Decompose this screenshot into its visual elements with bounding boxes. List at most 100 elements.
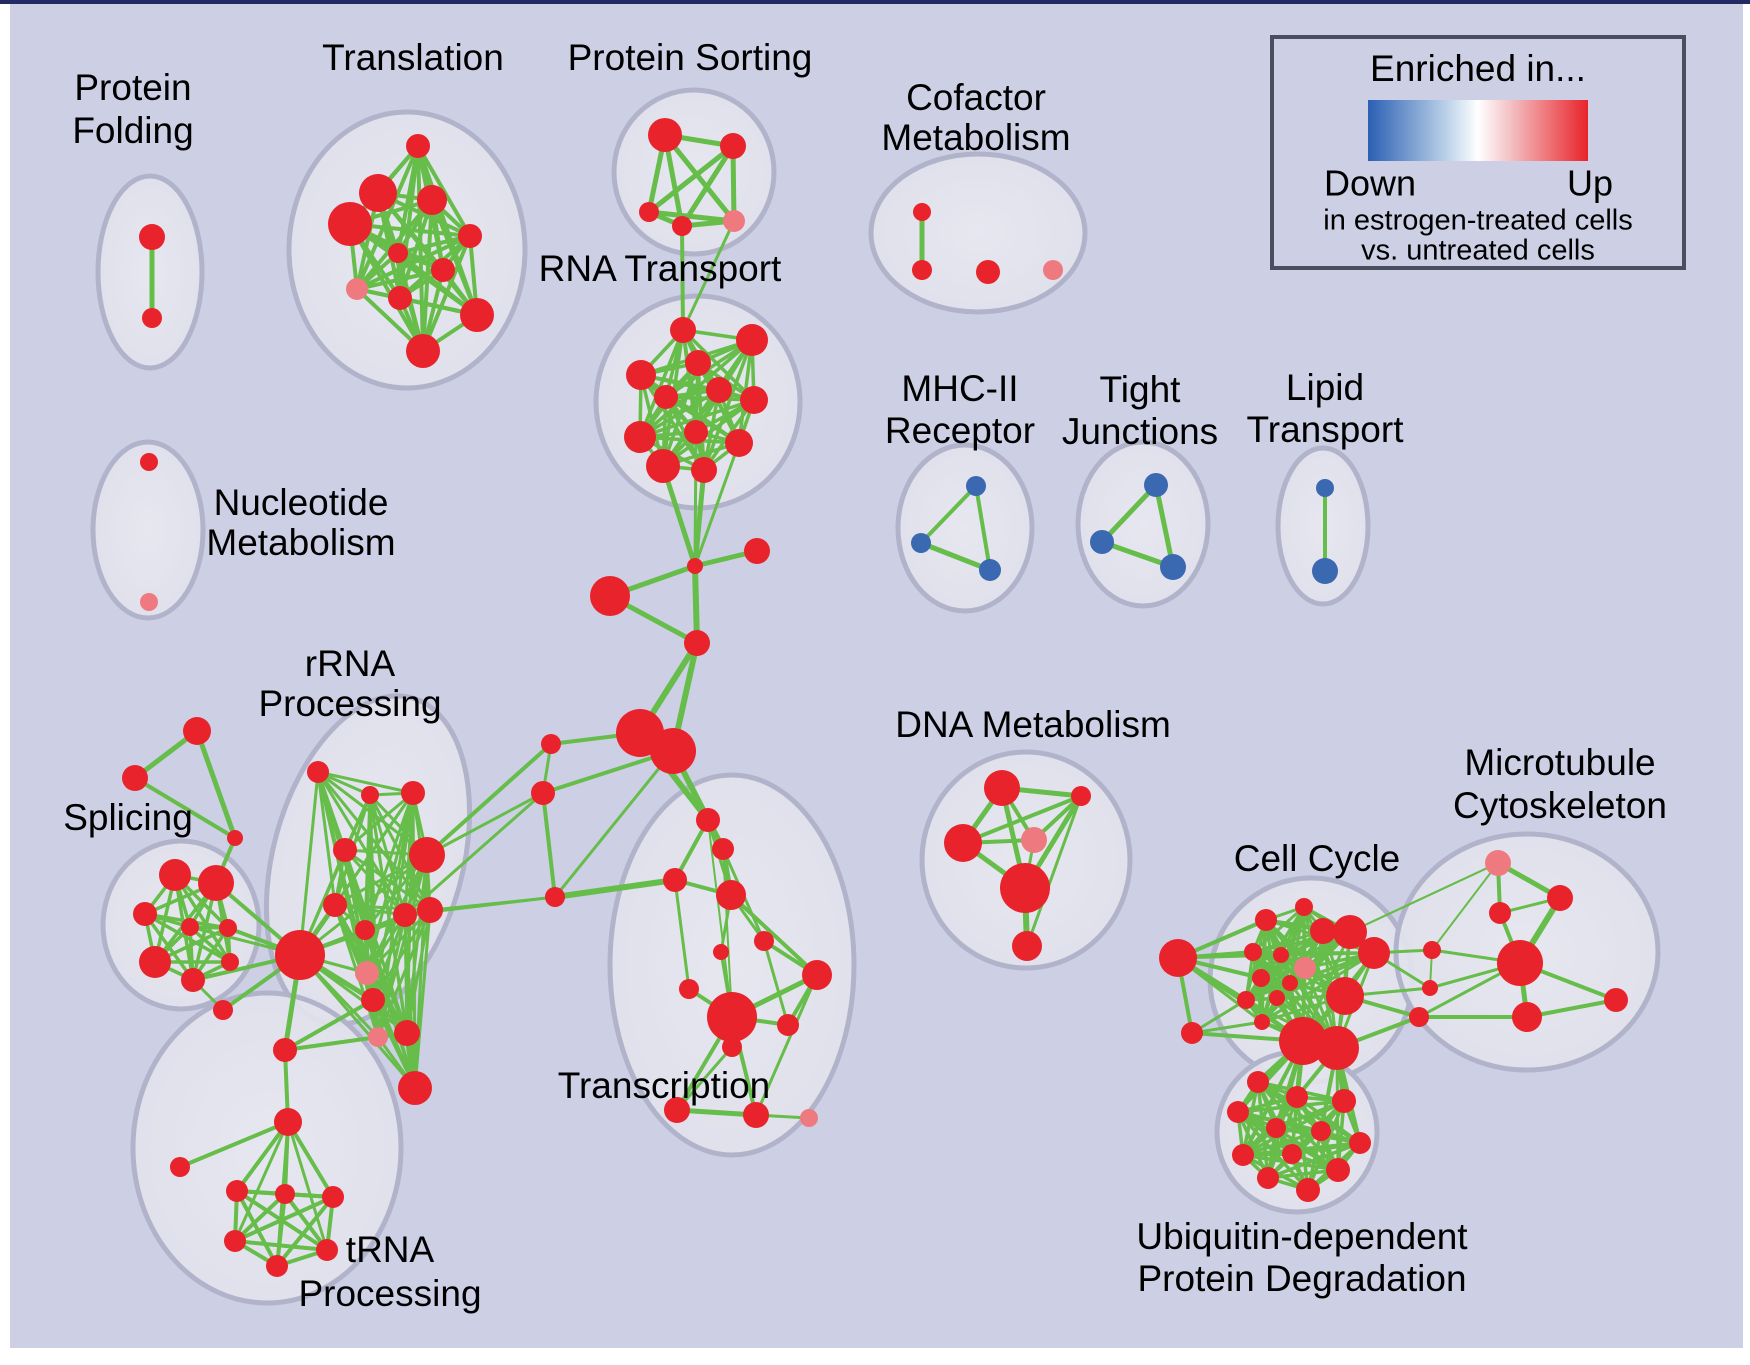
- rrna-processing-edge: [413, 908, 432, 1090]
- rrna-processing-edge: [343, 791, 415, 852]
- cofactor-metabolism-label: Cofactor: [906, 77, 1046, 118]
- transcription-node: [802, 960, 832, 990]
- transcription-edge: [722, 848, 733, 1018]
- ubiquitin-degradation-node: [1349, 1132, 1371, 1154]
- translation-node: [388, 243, 408, 263]
- translation-label: Translation: [322, 37, 504, 78]
- rrna-processing-node: [398, 1071, 432, 1105]
- transcription-node: [707, 992, 757, 1042]
- rna-transport-node: [736, 324, 768, 356]
- trna-processing-label: tRNA: [346, 1229, 435, 1270]
- lipid-transport-node: [1312, 558, 1338, 584]
- translation-edge: [348, 222, 425, 353]
- transcription-node: [664, 1097, 690, 1123]
- rna-transport-label: RNA Transport: [539, 248, 782, 289]
- legend-gradient-bar: [1368, 100, 1588, 161]
- transcription-node: [713, 944, 729, 960]
- splicing-node: [181, 918, 199, 936]
- splicing-satellites-edge: [133, 776, 237, 840]
- nucleotide-metabolism-node: [140, 593, 158, 611]
- cell-cycle-node: [1326, 977, 1364, 1015]
- transcription-edge: [674, 1107, 759, 1118]
- trna-processing-node: [273, 1038, 297, 1062]
- connector-chain-node: [744, 538, 770, 564]
- dna-metabolism-edge: [961, 794, 1083, 845]
- tight-junctions-node: [1144, 473, 1168, 497]
- mhc-ii-receptor-ellipse: [895, 442, 1035, 614]
- trna-processing-edge: [286, 1120, 329, 1252]
- protein-sorting-label: Protein Sorting: [568, 37, 813, 78]
- trna-processing-node: [274, 1108, 302, 1136]
- splicing-edge: [173, 873, 232, 964]
- trna-processing-edge: [235, 1120, 290, 1193]
- legend-caption-line1: in estrogen-treated cells: [1323, 205, 1633, 237]
- translation-node: [417, 185, 447, 215]
- rna-transport-node: [684, 420, 708, 444]
- cell-cycle-node: [1294, 957, 1316, 979]
- lipid-transport-label: Transport: [1247, 409, 1405, 450]
- trna-processing-node: [224, 1230, 246, 1252]
- trna-processing-edge: [235, 1189, 279, 1268]
- cell-cycle-node: [1181, 1022, 1203, 1044]
- connector-chain-node: [590, 576, 630, 616]
- tight-junctions-node: [1090, 530, 1114, 554]
- dna-metabolism-node: [1000, 863, 1050, 913]
- transcription-node: [712, 838, 734, 860]
- inter-cluster-edge: [425, 791, 545, 857]
- transcription-node: [754, 931, 774, 951]
- inter-cluster-edge: [693, 430, 698, 568]
- transcription-node: [777, 1014, 799, 1036]
- tight-junctions-node: [1160, 554, 1186, 580]
- cell-cycle-edge: [1251, 905, 1306, 954]
- nucleotide-metabolism-label: Nucleotide: [214, 482, 389, 523]
- rrna-processing-node: [409, 837, 445, 873]
- protein-folding-node: [139, 224, 165, 250]
- transcription-edge: [762, 939, 790, 1027]
- ubiquitin-degradation-node: [1332, 1089, 1356, 1113]
- rrna-processing-edge: [405, 908, 432, 1035]
- rrna-processing-label: Processing: [258, 683, 441, 724]
- cell-cycle-node: [1333, 915, 1367, 949]
- legend-caption-line2: vs. untreated cells: [1361, 235, 1595, 267]
- trna-processing-edge: [275, 1192, 287, 1268]
- trna-processing-edge: [233, 1120, 290, 1243]
- microtubule-cytoskeleton-node: [1497, 940, 1543, 986]
- splicing-node: [219, 919, 237, 937]
- rrna-processing-edge: [316, 770, 407, 917]
- lipid-transport-node: [1316, 479, 1334, 497]
- tight-junctions-ellipse: [1075, 439, 1211, 609]
- nucleotide-metabolism-ellipse: [90, 439, 206, 621]
- ubiquitin-degradation-node: [1296, 1178, 1320, 1202]
- cell-cycle-label: Cell Cycle: [1234, 838, 1401, 879]
- inter-cluster-edge: [283, 998, 375, 1052]
- trna-processing-label: Processing: [298, 1273, 481, 1314]
- cofactor-metabolism-node: [976, 260, 1000, 284]
- cell-cycle-node: [1252, 969, 1270, 987]
- microtubule-cytoskeleton-node: [1547, 885, 1573, 911]
- transcription-edge: [707, 819, 733, 1018]
- translation-node: [346, 278, 368, 300]
- protein-sorting-node: [648, 118, 682, 152]
- inter-cluster-edge: [681, 219, 736, 332]
- cell-cycle-node: [1254, 1014, 1270, 1030]
- rrna-processing-edge: [371, 913, 407, 1002]
- rna-transport-node: [725, 429, 753, 457]
- microtubule-cytoskeleton-label: Microtubule: [1464, 742, 1655, 783]
- mhc-ii-receptor-label: MHC-II: [901, 368, 1018, 409]
- protein-sorting-node: [720, 133, 746, 159]
- trna-processing-edge: [283, 1192, 329, 1252]
- translation-node: [458, 224, 482, 248]
- rrna-processing-node: [275, 930, 325, 980]
- cell-cycle-node: [1358, 937, 1390, 969]
- transcription-node: [696, 808, 720, 832]
- translation-node: [460, 298, 494, 332]
- connector-chain-node: [650, 728, 696, 774]
- inter-cluster-edge: [1349, 862, 1499, 933]
- inter-cluster-edge: [553, 749, 675, 899]
- ubiquitin-degradation-node: [1326, 1158, 1350, 1182]
- microtubule-cytoskeleton-edge: [1431, 862, 1499, 951]
- translation-edge: [355, 234, 472, 291]
- transcription-node: [743, 1102, 769, 1128]
